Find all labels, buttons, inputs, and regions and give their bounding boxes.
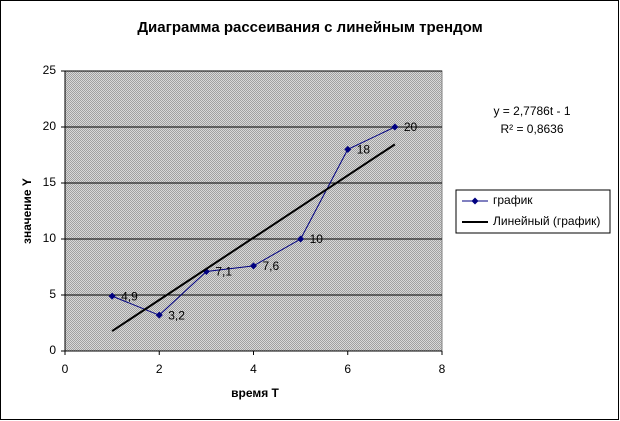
data-label: 7,6 bbox=[263, 259, 280, 273]
data-label: 7,1 bbox=[215, 265, 232, 279]
trend-line bbox=[111, 143, 396, 332]
x-tick-label: 0 bbox=[62, 362, 69, 376]
r-squared: R² = 0,8636 bbox=[500, 122, 563, 136]
legend-label: Линейный (график) bbox=[493, 214, 600, 228]
x-tick-label: 2 bbox=[156, 362, 163, 376]
point bbox=[250, 262, 257, 270]
y-tick-label: 20 bbox=[43, 119, 57, 133]
x-axis-title: время Т bbox=[231, 386, 279, 400]
data-label: 18 bbox=[357, 143, 371, 157]
y-tick-label: 15 bbox=[43, 175, 57, 189]
plot-area bbox=[64, 70, 443, 352]
data-label: 10 bbox=[310, 232, 324, 246]
data-label: 3,2 bbox=[168, 308, 185, 322]
equation: y = 2,7786t - 1 bbox=[493, 104, 570, 118]
point bbox=[344, 145, 352, 153]
x-tick-label: 8 bbox=[439, 362, 446, 376]
x-tick-label: 6 bbox=[344, 362, 351, 376]
x-tick-label: 4 bbox=[250, 362, 257, 376]
legend-label: график bbox=[493, 193, 533, 207]
data-label: 4,9 bbox=[121, 289, 138, 303]
data-label: 20 bbox=[404, 120, 418, 134]
legend bbox=[455, 189, 611, 234]
chart-title: Диаграмма рассеивания с линейным трендом bbox=[137, 19, 482, 36]
y-axis-title: значение Y bbox=[20, 178, 34, 244]
point bbox=[108, 292, 116, 300]
point bbox=[155, 311, 163, 319]
y-tick-label: 25 bbox=[43, 63, 57, 77]
y-tick-label: 10 bbox=[43, 231, 57, 245]
y-tick-label: 5 bbox=[49, 287, 56, 301]
point bbox=[297, 235, 305, 243]
y-tick-label: 0 bbox=[49, 343, 56, 357]
legend-marker bbox=[471, 197, 479, 205]
point bbox=[391, 123, 399, 131]
